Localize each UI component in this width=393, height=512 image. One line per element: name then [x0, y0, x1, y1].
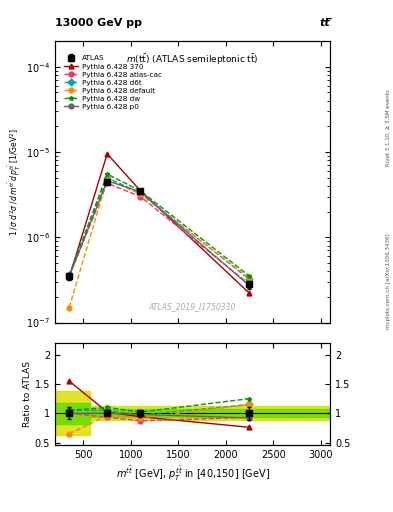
Bar: [55, 391, 90, 436]
Bar: [55, 403, 90, 424]
Y-axis label: $1\,/\,\sigma\;d^2\sigma\,/\,d\,m^{t\bar{t}}\,d\,p_T^{t\bar{t}}\;[1/\mathrm{GeV}: $1\,/\,\sigma\;d^2\sigma\,/\,d\,m^{t\bar…: [7, 128, 23, 236]
Text: 13000 GeV pp: 13000 GeV pp: [55, 18, 142, 28]
X-axis label: $m^{t\bar{t}}$ [GeV], $p_T^{t\bar{t}}$ in [40,150] [GeV]: $m^{t\bar{t}}$ [GeV], $p_T^{t\bar{t}}$ i…: [116, 464, 270, 483]
Text: tt̅: tt̅: [320, 18, 330, 28]
Text: Rivet 3.1.10, ≥ 3.5M events: Rivet 3.1.10, ≥ 3.5M events: [386, 90, 391, 166]
Text: mcplots.cern.ch [arXiv:1306.3436]: mcplots.cern.ch [arXiv:1306.3436]: [386, 234, 391, 329]
Legend: ATLAS, Pythia 6.428 370, Pythia 6.428 atlas-cac, Pythia 6.428 d6t, Pythia 6.428 : ATLAS, Pythia 6.428 370, Pythia 6.428 at…: [61, 53, 164, 112]
Text: $m(\mathrm{t\bar{t}})$ (ATLAS semileptonic $\mathrm{t\bar{t}}$): $m(\mathrm{t\bar{t}})$ (ATLAS semilepton…: [126, 52, 259, 67]
Bar: [90, 406, 330, 420]
Text: ATLAS_2019_I1750330: ATLAS_2019_I1750330: [149, 302, 236, 311]
Bar: [90, 409, 330, 417]
Y-axis label: Ratio to ATLAS: Ratio to ATLAS: [23, 361, 32, 427]
